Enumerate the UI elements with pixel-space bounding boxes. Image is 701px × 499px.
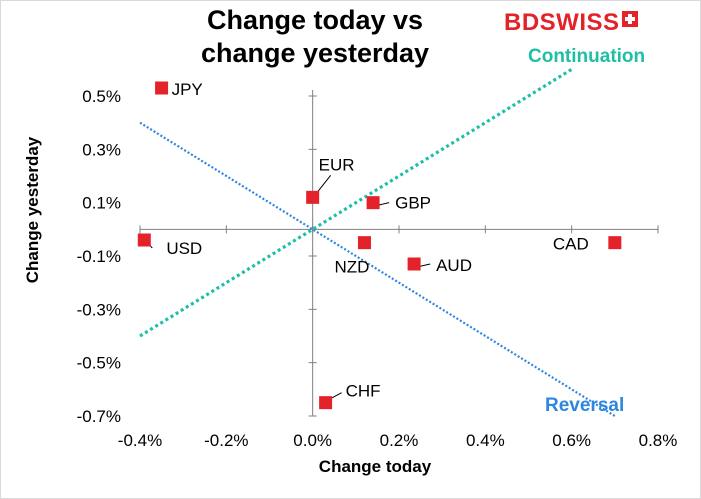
x-tick-label: 0.6% <box>552 431 591 450</box>
data-point-chf <box>319 396 333 410</box>
point-label-gbp: GBP <box>395 194 431 213</box>
y-tick-label: 0.5% <box>82 87 121 106</box>
data-point-cad <box>608 236 622 250</box>
data-point-jpy <box>155 81 169 95</box>
x-tick-label: -0.4% <box>118 431 162 450</box>
y-tick-label: -0.1% <box>77 247 121 266</box>
x-axis-title: Change today <box>318 457 432 476</box>
chart-title-line-2: change yesterday <box>200 38 430 68</box>
point-label-chf: CHF <box>346 382 381 401</box>
chart-title: Change today vs change yesterday <box>175 4 455 70</box>
data-point-aud <box>407 257 421 271</box>
brand-logo-text: BDSWISS <box>504 9 620 36</box>
y-tick-label: 0.1% <box>82 194 121 213</box>
data-point-eur <box>306 190 320 204</box>
point-label-eur: EUR <box>319 155 355 174</box>
x-tick-label: 0.8% <box>639 431 678 450</box>
point-label-nzd: NZD <box>334 258 369 277</box>
data-point-gbp <box>366 196 380 210</box>
x-tick-label: 0.4% <box>466 431 505 450</box>
reversal-line <box>139 121 616 417</box>
data-point-nzd <box>357 236 371 250</box>
point-label-jpy: JPY <box>172 80 203 99</box>
brand-logo: BDSWISS <box>504 8 638 38</box>
point-label-aud: AUD <box>436 256 472 275</box>
y-tick-label: -0.7% <box>77 407 121 426</box>
chart-title-line-1: Change today vs <box>206 5 424 35</box>
y-tick-label: -0.5% <box>77 354 121 373</box>
y-tick-label: -0.3% <box>77 300 121 319</box>
swiss-cross-icon <box>621 11 638 27</box>
point-label-cad: CAD <box>553 235 589 254</box>
x-tick-label: 0.2% <box>380 431 419 450</box>
data-point-usd <box>137 233 151 247</box>
reversal-label: Reversal <box>545 395 624 416</box>
continuation-line <box>139 67 573 338</box>
continuation-label: Continuation <box>528 46 645 67</box>
y-tick-label: 0.3% <box>82 140 121 159</box>
x-tick-label: -0.2% <box>204 431 248 450</box>
point-label-usd: USD <box>166 239 202 258</box>
x-tick-label: 0.0% <box>293 431 332 450</box>
